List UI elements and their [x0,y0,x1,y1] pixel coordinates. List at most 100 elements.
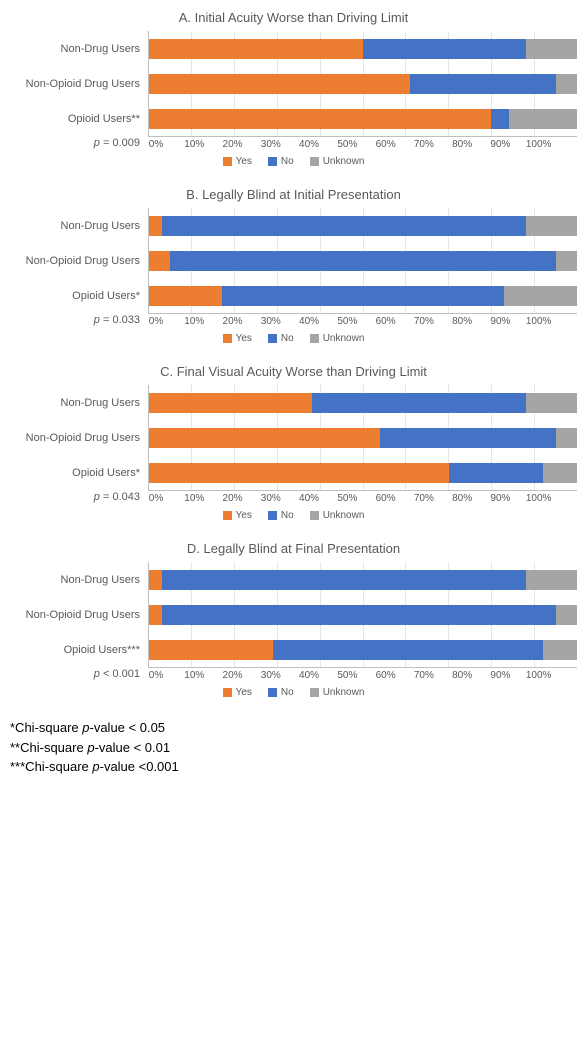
footnotes: *Chi-square p-value < 0.05**Chi-square p… [10,718,577,777]
bar-row [149,632,577,667]
x-tick: 60% [366,670,404,681]
bars-container [149,208,577,313]
bar-segment-unknown [556,428,577,448]
bar-row [149,208,577,243]
x-tick: 100% [520,316,558,327]
category-label: Non-Drug Users [10,385,140,420]
x-tick: 100% [520,670,558,681]
legend-swatch-unknown [310,688,319,697]
x-tick: 30% [252,670,290,681]
x-tick: 50% [328,493,366,504]
legend-item-no: No [268,687,294,698]
bar-segment-unknown [526,39,577,59]
p-symbol: p [94,137,100,149]
chart-panel: D. Legally Blind at Final PresentationNo… [10,541,577,700]
bars-container [149,31,577,136]
chart-panel: A. Initial Acuity Worse than Driving Lim… [10,10,577,169]
plot-area [148,208,577,314]
x-tick: 50% [328,139,366,150]
bar-segment-yes [149,39,363,59]
legend-swatch-yes [223,511,232,520]
bar-segment-no [273,640,543,660]
ticks-holder: 0%10%20%30%40%50%60%70%80%90%100% [156,139,577,150]
bar-segment-yes [149,463,449,483]
bar-row [149,385,577,420]
legend-item-yes: Yes [223,333,252,344]
bar-segment-unknown [526,570,577,590]
category-label: Non-Drug Users [10,208,140,243]
x-tick: 80% [443,316,481,327]
legend-item-no: No [268,510,294,521]
x-tick: 70% [405,670,443,681]
chart-panel: C. Final Visual Acuity Worse than Drivin… [10,364,577,523]
bar-segment-no [162,570,526,590]
bar-row [149,101,577,136]
chart-panel: B. Legally Blind at Initial Presentation… [10,187,577,346]
x-tick: 50% [328,316,366,327]
category-label: Non-Opioid Drug Users [10,597,140,632]
x-tick: 0% [137,316,175,327]
category-label: Opioid Users* [10,279,140,314]
ticks-holder: 0%10%20%30%40%50%60%70%80%90%100% [156,316,577,327]
stacked-bar [149,286,577,306]
p-value-label: p = 0.033 [10,314,148,327]
chart-body: Non-Drug UsersNon-Opioid Drug UsersOpioi… [10,208,577,314]
category-label: Non-Drug Users [10,31,140,66]
legend-swatch-yes [223,157,232,166]
bar-segment-no [410,74,556,94]
x-tick: 70% [405,493,443,504]
x-tick: 100% [520,139,558,150]
bar-segment-yes [149,640,273,660]
plot-area [148,31,577,137]
legend-item-unknown: Unknown [310,333,365,344]
figure-root: A. Initial Acuity Worse than Driving Lim… [10,10,577,777]
footnote-p-symbol: p [82,720,89,735]
legend-swatch-no [268,334,277,343]
legend-swatch-yes [223,688,232,697]
bar-segment-unknown [556,251,577,271]
axis-row: p = 0.033 0%10%20%30%40%50%60%70%80%90%10… [10,316,577,327]
p-symbol: p [94,668,100,680]
plot-area [148,385,577,491]
legend-item-no: No [268,156,294,167]
bar-segment-unknown [543,463,577,483]
x-tick: 30% [252,139,290,150]
legend-item-unknown: Unknown [310,156,365,167]
legend-label-yes: Yes [236,687,252,698]
x-axis: p < 0.001 0%10%20%30%40%50%60%70%80%90%10… [10,670,577,681]
bar-segment-no [491,109,508,129]
x-tick: 0% [137,670,175,681]
ticks-holder: 0%10%20%30%40%50%60%70%80%90%100% [156,670,577,681]
y-axis-labels: Non-Drug UsersNon-Opioid Drug UsersOpioi… [10,31,148,137]
p-value-label: p < 0.001 [10,668,148,681]
category-label: Opioid Users** [10,102,140,137]
x-tick: 80% [443,493,481,504]
x-tick: 100% [520,493,558,504]
p-symbol: p [94,314,100,326]
bar-segment-yes [149,109,491,129]
bar-row [149,597,577,632]
legend-label-no: No [281,687,294,698]
p-symbol: p [94,491,100,503]
x-tick: 80% [443,670,481,681]
legend-label-yes: Yes [236,333,252,344]
panel-title: C. Final Visual Acuity Worse than Drivin… [10,364,577,379]
panel-title: B. Legally Blind at Initial Presentation [10,187,577,202]
x-tick: 90% [481,139,519,150]
bar-row [149,455,577,490]
legend-item-unknown: Unknown [310,687,365,698]
x-tick: 60% [366,139,404,150]
stacked-bar [149,393,577,413]
x-tick: 30% [252,316,290,327]
stacked-bar [149,463,577,483]
bar-segment-unknown [556,605,577,625]
ticks-holder: 0%10%20%30%40%50%60%70%80%90%100% [156,493,577,504]
bar-segment-yes [149,74,410,94]
bar-segment-unknown [504,286,577,306]
legend-item-unknown: Unknown [310,510,365,521]
stacked-bar [149,216,577,236]
x-tick: 40% [290,670,328,681]
bar-row [149,66,577,101]
x-tick: 20% [213,670,251,681]
legend: YesNoUnknown [10,333,577,346]
